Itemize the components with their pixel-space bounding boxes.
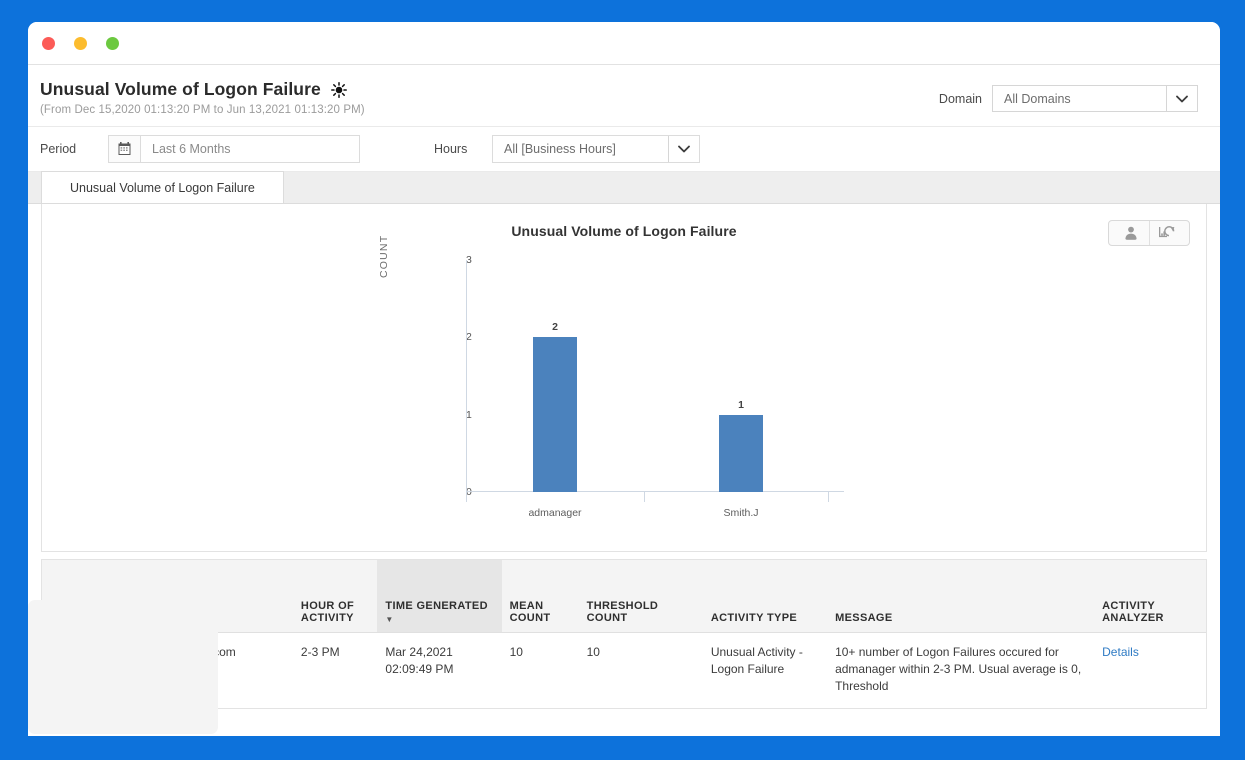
chart-category-label: Smith.J [723, 507, 759, 519]
cell-hour-of-activity: 2-3 PM [300, 644, 340, 659]
chart-x-tick [466, 492, 467, 502]
tab-label: Unusual Volume of Logon Failure [70, 180, 255, 195]
table-header-hour-of-activity[interactable]: HOUR OF ACTIVITY [292, 560, 378, 633]
table-header-activity-analyzer[interactable]: ACTIVITY ANALYZER [1094, 560, 1206, 633]
window-titlebar [28, 22, 1220, 65]
domain-filter: Domain All Domains [939, 85, 1198, 112]
chart-ylabel: COUNT [378, 234, 390, 278]
hours-select[interactable]: All [Business Hours] [492, 135, 700, 163]
chart-bar-value: 1 [738, 398, 744, 411]
chart-plot: COUNT 3 2 1 0 2 1 admanager [378, 235, 844, 530]
table-header-activity-type[interactable]: ACTIVITY TYPE [702, 560, 828, 633]
chevron-down-icon[interactable] [668, 136, 699, 162]
window-zoom-button[interactable] [106, 36, 119, 50]
sort-descending-icon: ▼ [385, 614, 394, 624]
cell-time-generated: Mar 24,2021 02:09:49 PM [385, 644, 454, 676]
chart-y-axis [466, 260, 467, 492]
page-header: Unusual Volume of Logon Failure [28, 65, 1220, 126]
table-header-threshold-count[interactable]: THRESHOLD COUNT [578, 560, 703, 633]
chart-bar-value: 2 [552, 321, 558, 334]
window-minimize-button[interactable] [74, 36, 87, 50]
chart-bar[interactable]: 2 [533, 321, 577, 492]
filter-bar: Period Last 6 [28, 126, 1220, 172]
period-label: Period [40, 142, 77, 156]
cell-mean-count: 10 [509, 644, 523, 659]
chart-category-label: admanager [528, 507, 582, 519]
table-header-mean-count[interactable]: MEAN COUNT [501, 560, 579, 633]
chart-card: Unusual Volume of Logon Failure [41, 204, 1207, 552]
chart-x-tick [644, 492, 645, 502]
chevron-down-icon[interactable] [1166, 86, 1197, 111]
activity-table-card: DOMAIN NAME HOUR OF ACTIVITY TIME GENERA… [41, 559, 1207, 709]
period-input[interactable]: Last 6 Months [152, 142, 231, 156]
page-title: Unusual Volume of Logon Failure [40, 79, 321, 99]
domain-select-value: All Domains [1004, 91, 1071, 106]
hours-label: Hours [434, 142, 468, 156]
tab-unusual-volume-of-logon-failure[interactable]: Unusual Volume of Logon Failure [41, 171, 284, 203]
chart-x-axis [466, 491, 844, 492]
cell-threshold-count: 10 [586, 644, 600, 659]
table-header-time-generated[interactable]: TIME GENERATED ▼ [377, 560, 502, 633]
hours-select-value: All [Business Hours] [504, 142, 616, 156]
table-header-message[interactable]: MESSAGE [827, 560, 1095, 633]
chart-toolbar [1108, 220, 1190, 246]
table-header-time-generated-label: TIME GENERATED [385, 599, 488, 612]
chart-bar[interactable]: 1 [719, 399, 763, 492]
browser-window: Unusual Volume of Logon Failure [28, 22, 1220, 736]
window-close-button[interactable] [42, 36, 55, 50]
calendar-icon[interactable] [109, 136, 141, 162]
chart-refresh-icon[interactable] [1149, 221, 1185, 245]
title-block: Unusual Volume of Logon Failure [40, 79, 365, 116]
cell-activity-analyzer-details-link[interactable]: Details [1102, 644, 1139, 659]
user-icon[interactable] [1113, 221, 1149, 245]
chart-title: Unusual Volume of Logon Failure [511, 223, 737, 239]
chart-x-tick [828, 492, 829, 502]
tab-strip: Unusual Volume of Logon Failure [28, 171, 1220, 204]
cell-activity-type: Unusual Activity - Logon Failure [710, 644, 803, 676]
sun-icon[interactable] [330, 81, 347, 98]
foreground-overlay-panel [28, 600, 218, 734]
chart-plot-area: COUNT 3 2 1 0 2 1 admanager [42, 235, 1206, 546]
cell-message: 10+ number of Logon Failures occured for… [835, 644, 1082, 693]
domain-select[interactable]: All Domains [992, 85, 1198, 112]
period-control[interactable]: Last 6 Months [108, 135, 360, 163]
page-date-range: (From Dec 15,2020 01:13:20 PM to Jun 13,… [40, 104, 365, 116]
domain-label: Domain [938, 91, 982, 106]
